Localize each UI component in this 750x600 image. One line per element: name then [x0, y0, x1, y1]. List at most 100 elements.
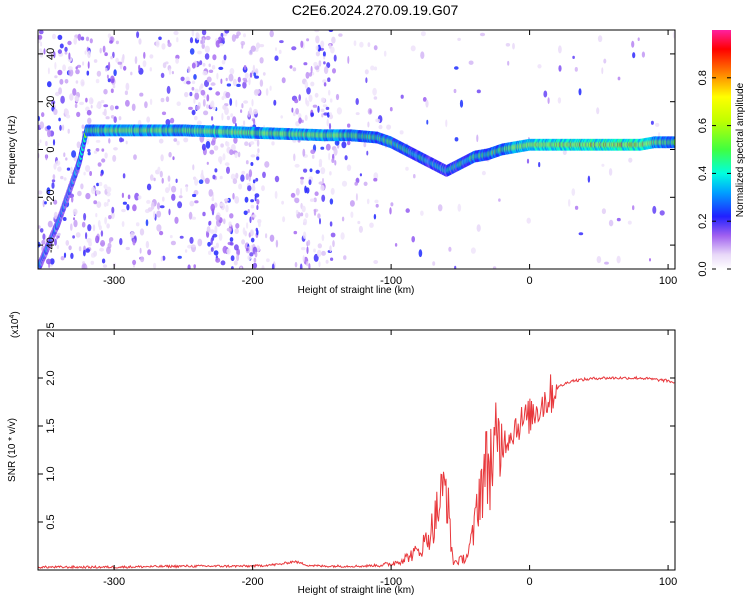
spectrogram-noise-cell: [252, 262, 258, 269]
spectrogram-noise-cell: [147, 249, 152, 256]
spectrogram-noise-cell: [432, 261, 436, 266]
spectrogram-noise-cell: [204, 177, 210, 184]
spectrogram-noise-cell: [255, 42, 261, 49]
spectrogram-noise-cell: [47, 220, 53, 228]
spectrogram-noise-cell: [476, 134, 479, 143]
spectrogram-noise-cell: [235, 99, 238, 108]
snr-frame: [37, 329, 676, 571]
spectrogram-noise-cell: [341, 141, 347, 149]
spectrogram-noise-cell: [269, 85, 272, 91]
spectrogram-noise-cell: [87, 151, 91, 156]
spectrogram-noise-cell: [113, 116, 117, 123]
spectrogram-noise-cell: [322, 79, 327, 84]
spectrogram-xtick-label: 0: [527, 275, 533, 287]
snr-scale-exponent: 4: [9, 315, 16, 319]
spectrogram-noise-cell: [88, 240, 92, 247]
spectrogram-noise-cell: [330, 46, 335, 54]
spectrogram-noise-cell: [250, 204, 255, 209]
spectrogram-noise-cell: [53, 108, 58, 116]
spectrogram-noise-cell: [334, 140, 340, 146]
spectrogram-noise-cell: [202, 62, 206, 67]
spectrogram-noise-cell: [266, 258, 270, 263]
spectrogram-noise-cell: [64, 109, 69, 117]
spectrogram-noise-cell: [87, 61, 90, 69]
spectrogram-noise-cell: [295, 209, 299, 215]
spectrogram-noise-cell: [68, 245, 72, 251]
spectrogram-noise-cell: [202, 99, 206, 107]
spectrogram-noise-cell: [672, 31, 675, 39]
spectrogram-noise-cell: [207, 241, 212, 247]
spectrogram-noise-cell: [243, 100, 249, 104]
spectrogram-noise-cell: [547, 97, 550, 104]
spectrogram-noise-cell: [320, 97, 326, 103]
spectrogram-noise-cell: [574, 67, 578, 72]
spectrogram-noise-cell: [250, 45, 256, 52]
spectrogram-noise-cell: [76, 64, 82, 68]
spectrogram-noise-cell: [310, 65, 313, 74]
spectrogram-noise-cell: [64, 79, 69, 84]
spectrogram-noise-cell: [318, 60, 322, 67]
spectrogram-noise-cell: [126, 204, 130, 211]
spectrogram-noise-cell: [369, 222, 374, 228]
spectrogram-noise-cell: [228, 221, 232, 227]
spectrogram-noise-cell: [476, 224, 481, 232]
spectrogram-noise-cell: [498, 198, 501, 202]
spectrogram-noise-cell: [185, 186, 188, 192]
spectrogram-noise-cell: [470, 247, 476, 254]
spectrogram-noise-cell: [63, 152, 66, 157]
spectrogram-noise-cell: [309, 198, 315, 202]
spectrogram-noise-cell: [543, 90, 548, 98]
spectrogram-noise-cell: [214, 225, 218, 234]
spectrogram-noise-cell: [100, 99, 105, 104]
spectrogram-noise-cell: [303, 168, 308, 173]
spectrogram-noise-cell: [245, 160, 249, 165]
spectrogram-noise-cell: [216, 72, 219, 80]
spectrogram-noise-cell: [329, 112, 332, 116]
spectrogram-noise-cell: [173, 138, 178, 142]
spectrogram-noise-cell: [372, 87, 377, 96]
colorbar-tick-label: 0.8: [697, 70, 709, 85]
spectrogram-noise-cell: [259, 44, 265, 48]
spectrogram-noise-cell: [373, 96, 378, 100]
spectrogram-noise-cell: [232, 78, 237, 87]
spectrogram-noise-cell: [211, 65, 216, 70]
spectrogram-noise-cell: [365, 77, 368, 84]
spectrogram-noise-cell: [125, 140, 128, 145]
spectrogram-noise-cell: [51, 182, 55, 189]
spectrogram-noise-cell: [134, 56, 138, 65]
spectrogram-noise-cell: [568, 199, 571, 207]
spectrogram-noise-cell: [335, 93, 340, 101]
spectrogram-noise-cell: [224, 30, 230, 34]
spectrogram-noise-cell: [67, 40, 72, 46]
spectrogram-noise-cell: [265, 88, 269, 96]
spectrogram-noise-cell: [221, 37, 225, 42]
spectrogram-noise-cell: [204, 53, 210, 60]
spectrogram-noise-cell: [426, 119, 429, 125]
spectrogram-noise-cell: [330, 257, 334, 261]
spectrogram-noise-cell: [248, 169, 253, 178]
spectrogram-noise-cell: [243, 65, 247, 70]
spectrogram-noise-cell: [298, 113, 302, 119]
spectrogram-noise-cell: [300, 40, 304, 48]
spectrogram-noise-cell: [659, 210, 665, 216]
spectrogram-noise-cell: [111, 78, 115, 83]
spectrogram-noise-cell: [367, 42, 371, 47]
spectrogram-noise-cell: [578, 232, 584, 236]
spectrogram-noise-cell: [413, 174, 416, 179]
spectrogram-noise-cell: [304, 81, 309, 89]
spectrogram-noise-cell: [144, 101, 148, 109]
spectrogram-noise-cell: [60, 256, 65, 261]
spectrogram-noise-cell: [161, 43, 166, 50]
spectrogram-noise-cell: [108, 215, 112, 220]
spectrogram-noise-cell: [374, 199, 379, 204]
spectrogram-noise-cell: [574, 205, 579, 210]
spectrogram-noise-cell: [641, 51, 646, 58]
spectrogram-noise-cell: [160, 72, 165, 78]
chart-title: C2E6.2024.270.09.19.G07: [291, 2, 459, 18]
spectrogram-noise-cell: [383, 50, 387, 57]
spectrogram-noise-cell: [373, 66, 378, 71]
spectrogram-noise-cell: [150, 201, 155, 210]
spectrogram-noise-cell: [244, 72, 249, 79]
spectrogram-noise-cell: [308, 179, 312, 186]
spectrogram-noise-cell: [273, 99, 277, 106]
